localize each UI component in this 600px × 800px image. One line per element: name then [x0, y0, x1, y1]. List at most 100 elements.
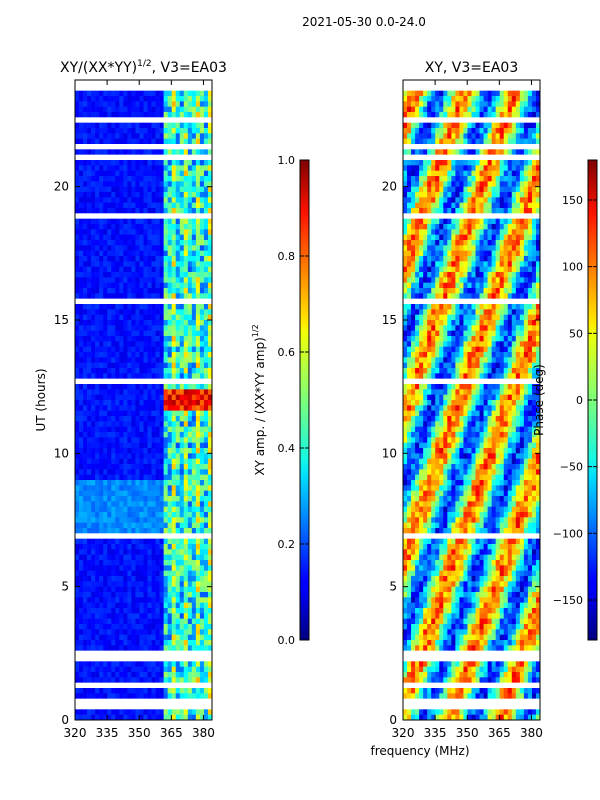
heatmap-cell	[111, 437, 116, 443]
heatmap-cell	[483, 181, 488, 187]
heatmap-cell	[191, 117, 197, 123]
heatmap-cell	[115, 549, 120, 555]
x-tick-label: 320	[64, 726, 87, 740]
heatmap-cell	[179, 224, 185, 230]
heatmap-cell	[135, 458, 140, 465]
heatmap-cell	[147, 261, 152, 267]
heatmap-cell	[127, 565, 132, 571]
heatmap-cell	[423, 160, 428, 166]
heatmap-cell	[115, 442, 120, 449]
heatmap-cell	[443, 80, 448, 86]
heatmap-cell	[183, 592, 189, 598]
heatmap-cell	[183, 458, 189, 465]
heatmap-cell	[495, 197, 501, 203]
heatmap-cell	[159, 613, 164, 619]
heatmap-cell	[467, 117, 472, 123]
heatmap-cell	[103, 613, 108, 619]
heatmap-cell	[491, 197, 496, 203]
heatmap-cell	[91, 362, 96, 369]
heatmap-cell	[203, 421, 209, 427]
heatmap-cell	[187, 112, 193, 118]
heatmap-cell	[111, 704, 116, 710]
heatmap-cell	[163, 336, 168, 342]
heatmap-cell	[147, 245, 152, 251]
heatmap-cell	[467, 128, 472, 134]
heatmap-cell	[107, 426, 112, 433]
heatmap-cell	[119, 437, 124, 443]
heatmap-cell	[159, 256, 164, 262]
heatmap-cell	[427, 202, 432, 209]
heatmap-cell	[167, 213, 173, 219]
heatmap-cell	[199, 384, 205, 390]
heatmap-cell	[531, 112, 537, 118]
heatmap-cell	[107, 85, 112, 91]
heatmap-cell	[171, 266, 177, 273]
heatmap-cell	[187, 362, 193, 369]
heatmap-cell	[187, 336, 193, 342]
heatmap-cell	[167, 106, 173, 113]
heatmap-cell	[203, 522, 209, 529]
heatmap-cell	[123, 357, 128, 363]
heatmap-cell	[139, 282, 144, 289]
heatmap-cell	[131, 549, 136, 555]
heatmap-cell	[199, 533, 205, 539]
heatmap-cell	[455, 165, 460, 171]
heatmap-cell	[155, 709, 160, 715]
heatmap-cell	[107, 122, 112, 129]
heatmap-cell	[163, 96, 168, 102]
heatmap-cell	[147, 128, 152, 134]
heatmap-cell	[435, 85, 440, 91]
heatmap-cell	[111, 181, 116, 187]
heatmap-cell	[103, 250, 108, 257]
heatmap-cell	[187, 352, 193, 358]
heatmap-cell	[411, 149, 416, 155]
heatmap-cell	[99, 549, 104, 555]
heatmap-cell	[207, 432, 212, 438]
heatmap-cell	[183, 256, 189, 262]
heatmap-cell	[139, 714, 144, 720]
heatmap-cell	[199, 437, 205, 443]
heatmap-cell	[135, 682, 140, 689]
heatmap-cell	[155, 96, 160, 102]
heatmap-cell	[75, 314, 80, 321]
heatmap-cell	[155, 576, 160, 582]
heatmap-cell	[83, 117, 88, 123]
heatmap-cell	[507, 197, 513, 203]
heatmap-cell	[207, 650, 212, 657]
heatmap-cell	[535, 176, 540, 182]
heatmap-cell	[175, 485, 181, 491]
heatmap-cell	[143, 261, 148, 267]
heatmap-cell	[183, 261, 189, 267]
heatmap-cell	[123, 613, 128, 619]
heatmap-cell	[207, 661, 212, 667]
heatmap-cell	[95, 400, 100, 406]
heatmap-cell	[163, 688, 168, 694]
heatmap-cell	[531, 138, 537, 145]
heatmap-cell	[179, 410, 185, 417]
heatmap-cell	[135, 709, 140, 715]
heatmap-cell	[131, 250, 136, 257]
heatmap-cell	[143, 165, 148, 171]
heatmap-cell	[75, 384, 80, 390]
heatmap-cell	[179, 597, 185, 603]
heatmap-cell	[171, 677, 177, 683]
heatmap-cell	[167, 544, 173, 550]
heatmap-cell	[115, 122, 120, 129]
heatmap-cell	[183, 320, 189, 326]
heatmap-cell	[199, 474, 205, 481]
heatmap-cell	[415, 133, 420, 139]
heatmap-cell	[127, 405, 132, 411]
heatmap-cell	[99, 645, 104, 651]
heatmap-cell	[119, 218, 124, 225]
heatmap-cell	[123, 160, 128, 166]
heatmap-cell	[155, 544, 160, 550]
heatmap-cell	[87, 224, 92, 230]
heatmap-cell	[155, 570, 160, 577]
heatmap-cell	[523, 202, 529, 209]
heatmap-cell	[131, 384, 136, 390]
heatmap-cell	[123, 85, 128, 91]
heatmap-cell	[423, 85, 428, 91]
heatmap-cell	[175, 394, 181, 401]
heatmap-cell	[195, 314, 201, 321]
heatmap-cell	[75, 474, 80, 481]
